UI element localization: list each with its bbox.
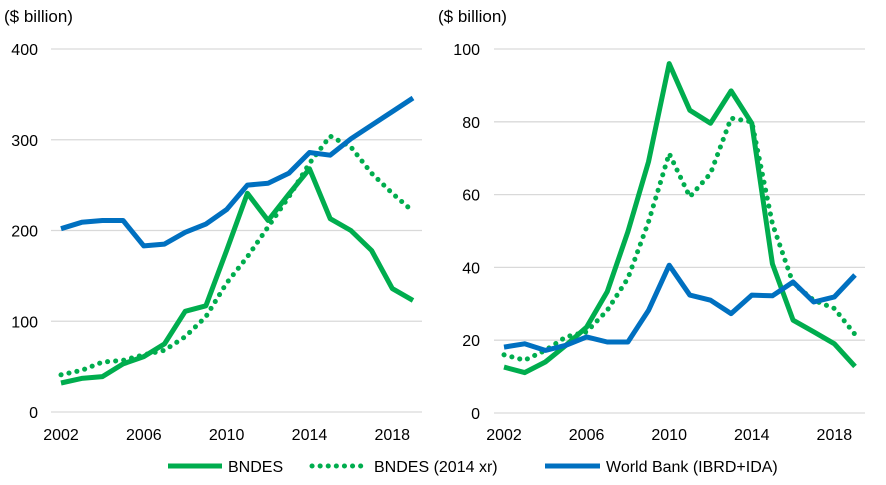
- y-tick-label: 40: [462, 260, 480, 277]
- x-tick-label: 2002: [43, 427, 79, 444]
- y-tick-label: 0: [471, 406, 480, 423]
- left-ylabel: ($ billion): [4, 7, 73, 26]
- y-tick-label: 0: [29, 405, 38, 422]
- x-tick-label: 2010: [209, 427, 245, 444]
- y-tick-label: 400: [11, 42, 38, 59]
- x-tick-label: 2010: [651, 427, 687, 444]
- legend-label-world-bank: World Bank (IBRD+IDA): [606, 459, 778, 476]
- y-tick-label: 100: [453, 42, 480, 59]
- y-tick-label: 80: [462, 115, 480, 132]
- y-tick-label: 300: [11, 133, 38, 150]
- y-tick-label: 200: [11, 224, 38, 241]
- series-line-bndes: [60, 166, 415, 386]
- legend-label-bndes-2014xr: BNDES (2014 xr): [374, 459, 498, 476]
- legend: BNDES BNDES (2014 xr) World Bank (IBRD+I…: [168, 459, 778, 476]
- x-tick-label: 2002: [486, 427, 522, 444]
- y-tick-label: 20: [462, 333, 480, 350]
- legend-label-bndes: BNDES: [228, 459, 283, 476]
- x-tick-label: 2018: [374, 427, 410, 444]
- left-chart: 0 100 200 300 400 2002 2006 2010 2014 2018: [11, 42, 422, 444]
- x-tick-label: 2014: [734, 427, 770, 444]
- x-tick-label: 2006: [569, 427, 605, 444]
- series-line-bndes-2014-xr: [58, 133, 416, 378]
- series-line-world-bank-ibrd-ida: [60, 95, 415, 249]
- series-line-world-bank-ibrd-ida: [503, 262, 857, 353]
- x-tick-label: 2018: [817, 427, 853, 444]
- series-line-bndes: [503, 61, 857, 376]
- y-tick-label: 60: [462, 188, 480, 205]
- y-tick-label: 100: [11, 314, 38, 331]
- right-ylabel: ($ billion): [438, 7, 507, 26]
- right-chart: 0 20 40 60 80 100 2002 2006 2010 2014 2018: [453, 42, 865, 444]
- series-line-bndes-2014-xr: [501, 115, 858, 363]
- x-tick-label: 2006: [126, 427, 162, 444]
- x-tick-label: 2014: [292, 427, 328, 444]
